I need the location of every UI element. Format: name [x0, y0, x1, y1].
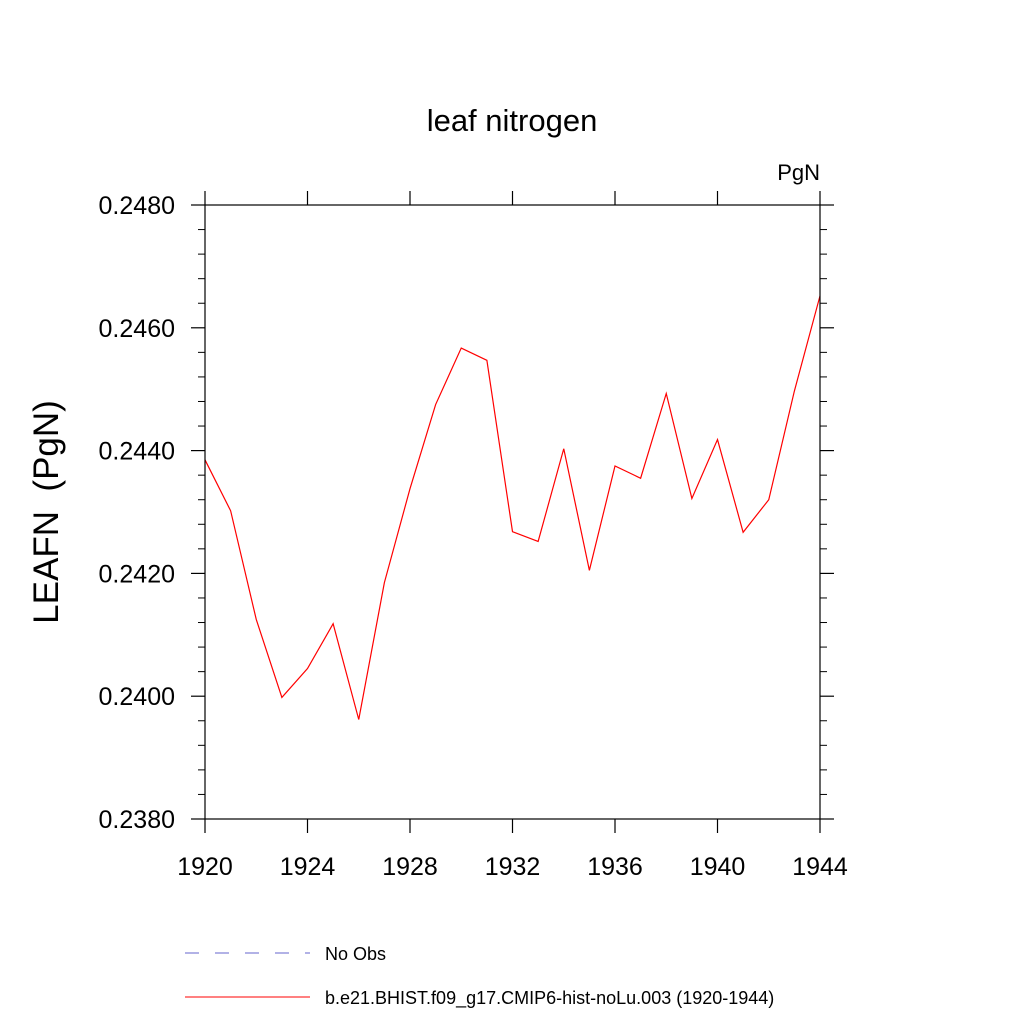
legend-label: b.e21.BHIST.f09_g17.CMIP6-hist-noLu.003 …: [325, 988, 774, 1009]
units-label: PgN: [777, 160, 820, 185]
chart-title: leaf nitrogen: [427, 103, 598, 138]
legend-label: No Obs: [325, 944, 386, 964]
y-tick-label: 0.2400: [99, 683, 175, 711]
x-tick-label: 1940: [690, 853, 746, 881]
y-tick-label: 0.2380: [99, 806, 175, 834]
y-tick-label: 0.2480: [99, 192, 175, 220]
y-tick-label: 0.2440: [99, 438, 175, 466]
x-tick-label: 1936: [587, 853, 643, 881]
axis-ticks: 0.2380 0.2400 0.2420 0.2440 0.2460 0.2480 1920…: [99, 191, 848, 881]
plot-frame: [204, 204, 821, 820]
x-tick-label: 1932: [485, 853, 541, 881]
x-tick-label: 1920: [177, 853, 233, 881]
legend: No Obs b.e21.BHIST.f09_g17.CMIP6-hist-noL…: [185, 944, 774, 1009]
y-tick-label: 0.2460: [99, 315, 175, 343]
plot-border: [204, 204, 821, 820]
y-axis-label: LEAFN (PgN): [27, 400, 66, 624]
x-tick-label: 1924: [280, 853, 336, 881]
x-tick-label: 1944: [792, 853, 848, 881]
x-tick-label: 1928: [382, 853, 438, 881]
series-line: [204, 295, 821, 720]
data-series: [204, 295, 821, 720]
y-tick-label: 0.2420: [99, 560, 175, 588]
